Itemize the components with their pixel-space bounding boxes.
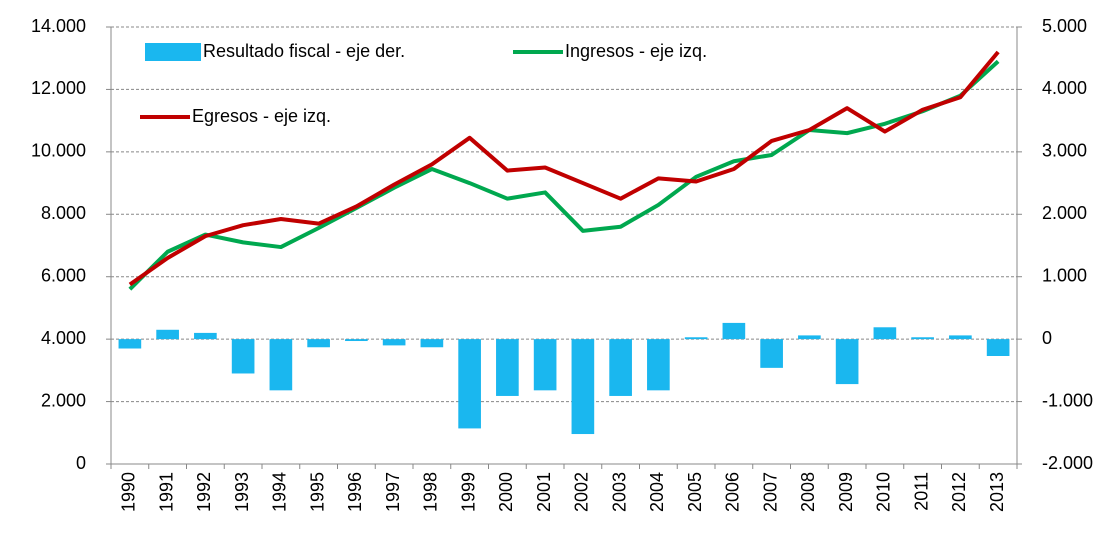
bar <box>647 339 670 391</box>
y-tick-label: 0 <box>76 453 86 473</box>
x-tick-label: 2004 <box>647 472 667 512</box>
bar <box>533 339 557 391</box>
bar <box>420 339 444 348</box>
bar <box>118 339 142 349</box>
x-tick-label: 1995 <box>307 472 327 512</box>
bar <box>722 322 746 340</box>
bar <box>835 339 859 385</box>
line <box>128 59 1000 291</box>
x-tick-label: 2009 <box>836 472 856 512</box>
x-tick-label: 2006 <box>723 472 743 512</box>
x-tick-label: 2008 <box>798 472 818 512</box>
bar <box>949 335 972 340</box>
x-tick-label: 1999 <box>458 472 478 512</box>
bar <box>609 339 632 396</box>
x-tick-label: 2003 <box>609 472 629 512</box>
y2-tick-label: -2.000 <box>1042 453 1093 473</box>
x-tick-label: 2007 <box>760 472 780 512</box>
y-tick-label: 10.000 <box>31 141 86 161</box>
bar <box>194 332 217 340</box>
legend-label: Egresos - eje izq. <box>192 106 331 126</box>
bar <box>798 335 821 340</box>
x-tick-label: 1997 <box>383 472 403 512</box>
y2-tick-label: -1.000 <box>1042 390 1093 410</box>
x-tick-label: 2011 <box>911 472 931 511</box>
x-tick-label: 1992 <box>194 472 214 512</box>
x-tick-label: 1998 <box>421 472 441 512</box>
bar <box>156 329 179 340</box>
x-tick-label: 1991 <box>156 472 176 512</box>
x-tick-label: 2012 <box>949 472 969 512</box>
y2-tick-label: 3.000 <box>1042 141 1087 161</box>
y2-tick-label: 4.000 <box>1042 78 1087 98</box>
bar <box>307 339 330 348</box>
bar <box>571 339 595 435</box>
x-tick-label: 1996 <box>345 472 365 512</box>
x-tick-label: 2005 <box>685 472 705 512</box>
legend-swatch <box>145 43 201 61</box>
bar <box>269 339 293 391</box>
bar <box>382 339 406 346</box>
bar <box>458 339 481 429</box>
bar <box>345 339 368 342</box>
x-tick-label: 2001 <box>534 472 554 512</box>
bar <box>684 337 708 340</box>
y-tick-label: 12.000 <box>31 78 86 98</box>
y-tick-label: 8.000 <box>41 203 86 223</box>
x-tick-label: 1990 <box>119 472 139 512</box>
bar <box>231 339 255 374</box>
x-tick-label: 2010 <box>874 472 894 512</box>
y2-tick-label: 2.000 <box>1042 203 1087 223</box>
bar <box>986 339 1010 356</box>
y-tick-label: 4.000 <box>41 328 86 348</box>
legend-label: Ingresos - eje izq. <box>565 41 707 61</box>
y-tick-label: 6.000 <box>41 265 86 285</box>
legend-label: Resultado fiscal - eje der. <box>203 41 405 61</box>
x-tick-label: 2000 <box>496 472 516 512</box>
y2-tick-label: 1.000 <box>1042 265 1087 285</box>
x-tick-label: 2013 <box>987 472 1007 512</box>
y-tick-label: 2.000 <box>41 390 86 410</box>
y-tick-label: 14.000 <box>31 16 86 36</box>
line <box>128 50 1000 287</box>
x-tick-label: 1994 <box>270 472 290 512</box>
y2-tick-label: 5.000 <box>1042 16 1087 36</box>
bar <box>760 339 783 368</box>
x-tick-label: 2002 <box>572 472 592 512</box>
bar <box>496 339 519 396</box>
x-tick-label: 1993 <box>232 472 252 512</box>
bar <box>911 337 934 340</box>
bar <box>873 327 897 340</box>
y2-tick-label: 0 <box>1042 328 1052 348</box>
